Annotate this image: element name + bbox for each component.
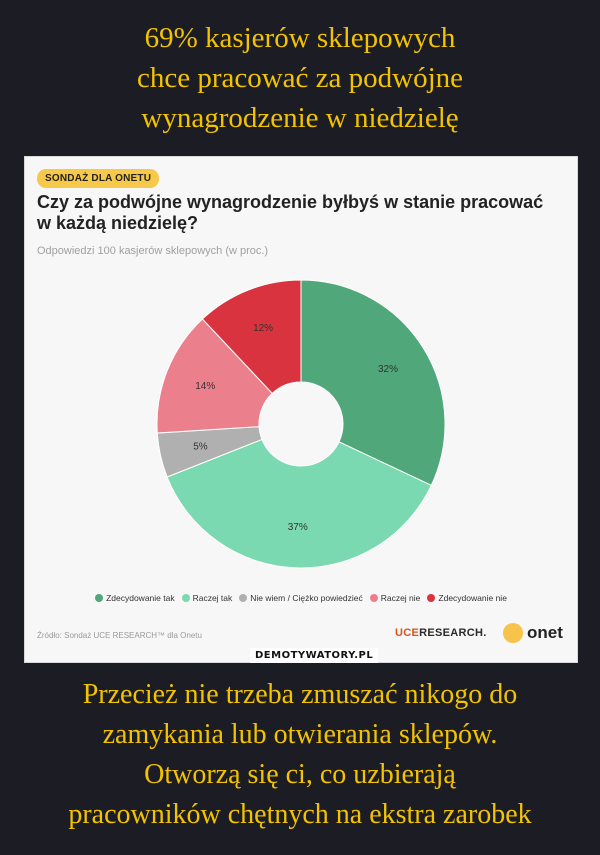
uce-logo-main: UCE bbox=[395, 627, 420, 639]
uce-logo-rest: RESEARCH. bbox=[419, 627, 487, 639]
survey-badge: SONDAŻ DLA ONETU bbox=[37, 169, 160, 188]
legend-label-3: Raczej nie bbox=[380, 593, 421, 603]
donut-slice-0 bbox=[300, 279, 446, 486]
site-watermark: DEMOTYWATORY.PL bbox=[250, 648, 379, 663]
onet-logo-text: onet bbox=[527, 623, 563, 642]
legend-label-2: Nie wiem / Ciężko powiedzieć bbox=[250, 593, 363, 603]
uce-research-logo: UCERESEARCH. bbox=[395, 627, 487, 639]
slice-label-2: 5% bbox=[193, 441, 208, 452]
chart-panel: SONDAŻ DLA ONETU Czy za podwójne wynagro… bbox=[24, 156, 578, 663]
bottom-caption: Przecież nie trzeba zmuszać nikogo do za… bbox=[68, 679, 532, 830]
legend-item-3: Raczej nie bbox=[369, 593, 421, 603]
chart-legend: Zdecydowanie tak Raczej tak Nie wiem / Cię… bbox=[25, 593, 577, 603]
legend-item-2: Nie wiem / Ciężko powiedzieć bbox=[239, 593, 363, 603]
legend-swatch-2 bbox=[239, 594, 248, 602]
slice-label-4: 12% bbox=[253, 323, 273, 334]
legend-label-1: Raczej tak bbox=[192, 593, 233, 603]
page-title: 69% kasjerów sklepowych chce pracować za… bbox=[136, 22, 464, 134]
donut-slice-1 bbox=[166, 438, 432, 569]
chart-subtitle: Odpowiedzi 100 kasjerów sklepowych (w pr… bbox=[37, 245, 269, 257]
donut-slice-4 bbox=[201, 279, 302, 395]
chart-title: Czy za podwójne wynagrodzenie byłbyś w s… bbox=[37, 192, 544, 233]
donut-chart: 32% 37% 5% 14% 12% bbox=[156, 279, 446, 569]
donut-slice-3 bbox=[156, 318, 273, 434]
legend-swatch-0 bbox=[95, 594, 104, 602]
legend-swatch-3 bbox=[369, 594, 378, 602]
legend-swatch-1 bbox=[181, 594, 190, 602]
onet-logo-circle bbox=[503, 623, 523, 643]
source-note: Źródło: Sondaż UCE RESEARCH™ dla Onetu bbox=[37, 631, 202, 640]
legend-label-4: Zdecydowanie nie bbox=[438, 593, 507, 603]
legend-label-0: Zdecydowanie tak bbox=[106, 593, 175, 603]
legend-item-4: Zdecydowanie nie bbox=[427, 593, 507, 603]
slice-label-0: 32% bbox=[378, 364, 398, 375]
onet-logo: onet bbox=[503, 623, 563, 643]
slice-label-1: 37% bbox=[288, 522, 308, 533]
slice-label-3: 14% bbox=[195, 381, 215, 392]
legend-item-0: Zdecydowanie tak bbox=[95, 593, 175, 603]
legend-swatch-4 bbox=[427, 594, 436, 602]
legend-item-1: Raczej tak bbox=[181, 593, 233, 603]
